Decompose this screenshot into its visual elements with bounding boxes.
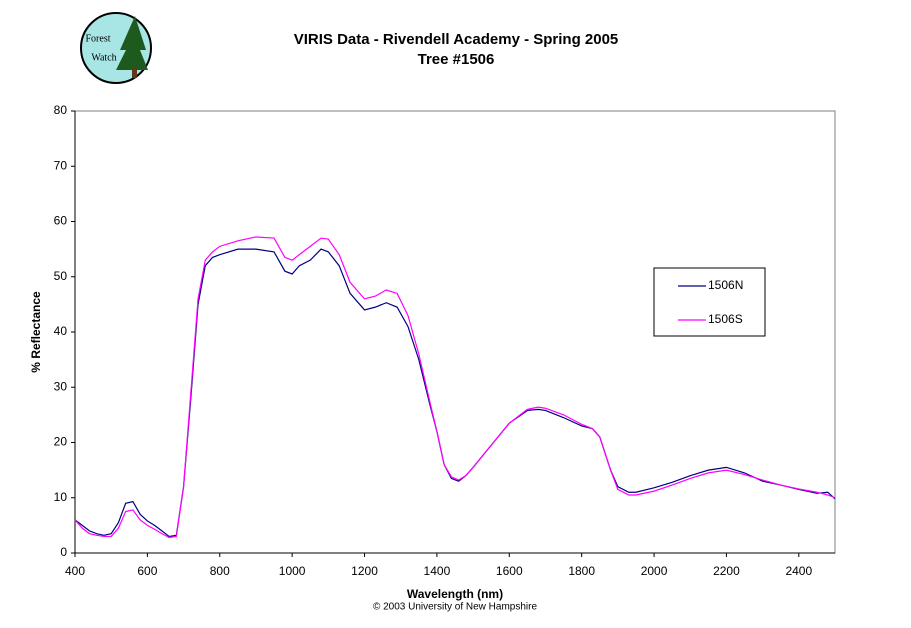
chart-subtitle: Tree #1506	[418, 51, 495, 68]
x-tick-label: 1400	[424, 564, 451, 578]
y-axis-label: % Reflectance	[29, 291, 43, 373]
x-tick-label: 800	[210, 564, 230, 578]
logo: Forest Watch	[80, 12, 152, 84]
x-tick-label: 400	[65, 564, 85, 578]
x-tick-label: 2200	[713, 564, 740, 578]
series-line	[74, 236, 836, 539]
legend-box	[653, 267, 766, 337]
x-tick-label: 1600	[496, 564, 523, 578]
legend-label: 1506S	[708, 312, 743, 326]
x-tick-label: 1800	[568, 564, 595, 578]
x-tick-label: 2400	[785, 564, 812, 578]
y-tick-label: 0	[60, 545, 67, 559]
logo-text: Forest	[86, 33, 111, 44]
series-line	[74, 248, 836, 538]
y-tick-label: 40	[54, 324, 68, 338]
y-tick-label: 20	[54, 435, 68, 449]
x-tick-label: 1000	[279, 564, 306, 578]
x-axis-label: Wavelength (nm)	[407, 587, 503, 601]
logo-text: Watch	[91, 52, 116, 63]
footer: © 2003 University of New Hampshire	[373, 602, 538, 613]
y-tick-label: 80	[54, 103, 68, 117]
x-tick-label: 1200	[351, 564, 378, 578]
x-tick-label: 2000	[641, 564, 668, 578]
y-tick-label: 10	[54, 490, 68, 504]
legend-label: 1506N	[708, 278, 743, 292]
x-tick-label: 600	[137, 564, 157, 578]
y-tick-label: 60	[54, 214, 68, 228]
y-tick-label: 50	[54, 269, 68, 283]
y-tick-label: 70	[54, 158, 68, 172]
y-tick-label: 30	[54, 379, 68, 393]
chart-title: VIRIS Data - Rivendell Academy - Spring …	[294, 31, 619, 48]
